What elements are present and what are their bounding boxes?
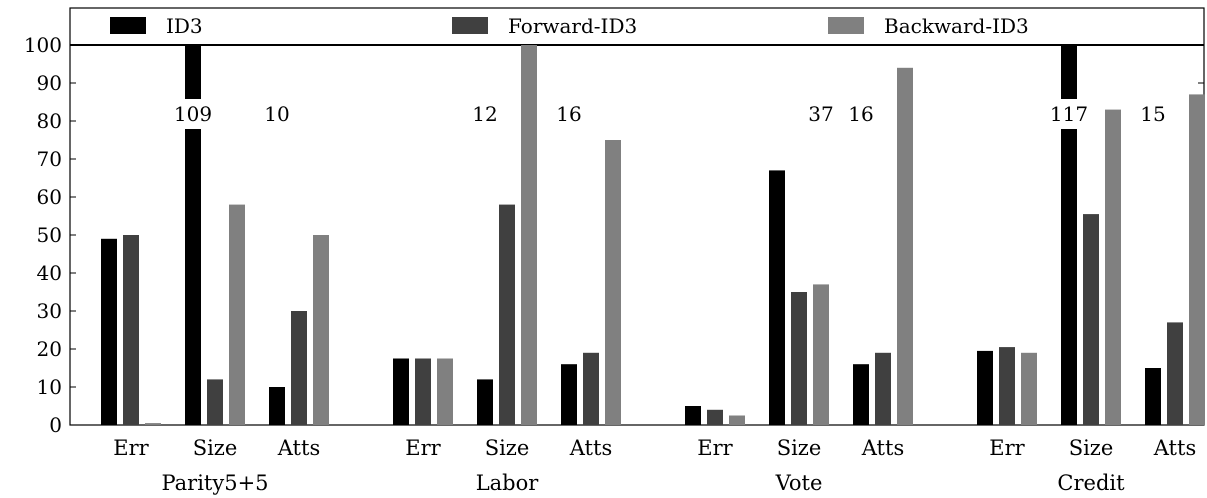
y-tick-label: 0 bbox=[49, 413, 62, 437]
y-tick-label: 20 bbox=[37, 337, 62, 361]
legend-label: ID3 bbox=[166, 14, 203, 38]
x-tick-label: Err bbox=[697, 436, 733, 460]
bar-label-gap bbox=[476, 99, 494, 129]
legend-label: Backward-ID3 bbox=[884, 14, 1029, 38]
bar bbox=[123, 235, 139, 425]
x-tick-label: Atts bbox=[569, 436, 612, 460]
x-tick-label: Err bbox=[989, 436, 1025, 460]
bar bbox=[393, 358, 409, 425]
x-tick-label: Size bbox=[485, 436, 530, 460]
bar bbox=[521, 45, 537, 425]
bar-label-gap bbox=[812, 99, 830, 129]
y-tick-label: 80 bbox=[37, 109, 62, 133]
x-tick-label: Atts bbox=[1153, 436, 1196, 460]
bar bbox=[1145, 368, 1161, 425]
bar bbox=[145, 423, 161, 425]
group-label: Parity5+5 bbox=[161, 471, 268, 495]
bar bbox=[437, 358, 453, 425]
bar bbox=[813, 284, 829, 425]
bar-value-label: 37 bbox=[808, 102, 833, 126]
bar bbox=[229, 204, 245, 425]
bar-label-gap bbox=[268, 99, 286, 129]
bar-value-label: 10 bbox=[264, 102, 289, 126]
group-label: Credit bbox=[1057, 471, 1125, 495]
bar bbox=[875, 352, 891, 425]
x-tick-label: Size bbox=[777, 436, 822, 460]
bar bbox=[499, 204, 515, 425]
bar bbox=[729, 415, 745, 425]
x-tick-label: Atts bbox=[277, 436, 320, 460]
bar bbox=[897, 67, 913, 426]
bar bbox=[269, 387, 285, 425]
y-tick-label: 100 bbox=[24, 33, 62, 57]
bar-value-label: 15 bbox=[1140, 102, 1165, 126]
x-tick-label: Size bbox=[1069, 436, 1114, 460]
bar bbox=[999, 347, 1015, 425]
bar bbox=[1021, 352, 1037, 425]
y-tick-label: 50 bbox=[37, 223, 62, 247]
y-tick-label: 40 bbox=[37, 261, 62, 285]
bar bbox=[185, 45, 201, 425]
legend-swatch bbox=[452, 17, 488, 34]
bar-value-label: 16 bbox=[556, 102, 581, 126]
y-tick-label: 30 bbox=[37, 299, 62, 323]
legend: ID3 Forward-ID3 Backward-ID3 bbox=[110, 14, 1029, 38]
bar-value-label: 16 bbox=[848, 102, 873, 126]
x-tick-label: Err bbox=[113, 436, 149, 460]
bar bbox=[291, 311, 307, 425]
bar bbox=[605, 140, 621, 425]
bar bbox=[583, 352, 599, 425]
axes: 0 10 20 30 40 50 60 70 80 90 100 bbox=[24, 7, 1205, 437]
x-tick-label: Size bbox=[193, 436, 238, 460]
bar bbox=[1105, 109, 1121, 425]
bar-label-gap bbox=[1144, 99, 1162, 129]
bar bbox=[561, 364, 577, 425]
bar bbox=[707, 409, 723, 425]
bar bbox=[207, 379, 223, 425]
x-tick-label: Atts bbox=[861, 436, 904, 460]
bar bbox=[769, 170, 785, 425]
legend-label: Forward-ID3 bbox=[508, 14, 637, 38]
labels: Err 109 Size 10 Atts Parity5+5 Err 12 Size 16 Atts… bbox=[113, 102, 1196, 495]
bar bbox=[313, 235, 329, 425]
bars bbox=[101, 45, 1205, 426]
bar bbox=[1061, 45, 1077, 425]
bar bbox=[477, 379, 493, 425]
y-tick-label: 70 bbox=[37, 147, 62, 171]
bar-label-gap bbox=[560, 99, 578, 129]
group-label: Vote bbox=[775, 471, 823, 495]
y-tick-label: 10 bbox=[37, 375, 62, 399]
legend-swatch bbox=[110, 17, 146, 34]
y-tick-label: 90 bbox=[37, 71, 62, 95]
bar bbox=[1167, 322, 1183, 425]
bar-value-label: 12 bbox=[472, 102, 497, 126]
bar-value-label: 117 bbox=[1050, 102, 1088, 126]
legend-swatch bbox=[828, 17, 864, 34]
bar-label-gap bbox=[852, 99, 870, 129]
bar-label-gap bbox=[1060, 99, 1078, 129]
bar-value-label: 109 bbox=[174, 102, 212, 126]
y-tick-label: 60 bbox=[37, 185, 62, 209]
bar bbox=[977, 350, 993, 425]
x-tick-label: Err bbox=[405, 436, 441, 460]
bar bbox=[791, 292, 807, 425]
bar-label-gap bbox=[184, 99, 202, 129]
bar bbox=[101, 238, 117, 425]
bar bbox=[1189, 94, 1205, 426]
bar bbox=[415, 358, 431, 425]
group-label: Labor bbox=[476, 471, 540, 495]
bar bbox=[853, 364, 869, 425]
bar bbox=[1083, 214, 1099, 425]
bar bbox=[685, 406, 701, 425]
